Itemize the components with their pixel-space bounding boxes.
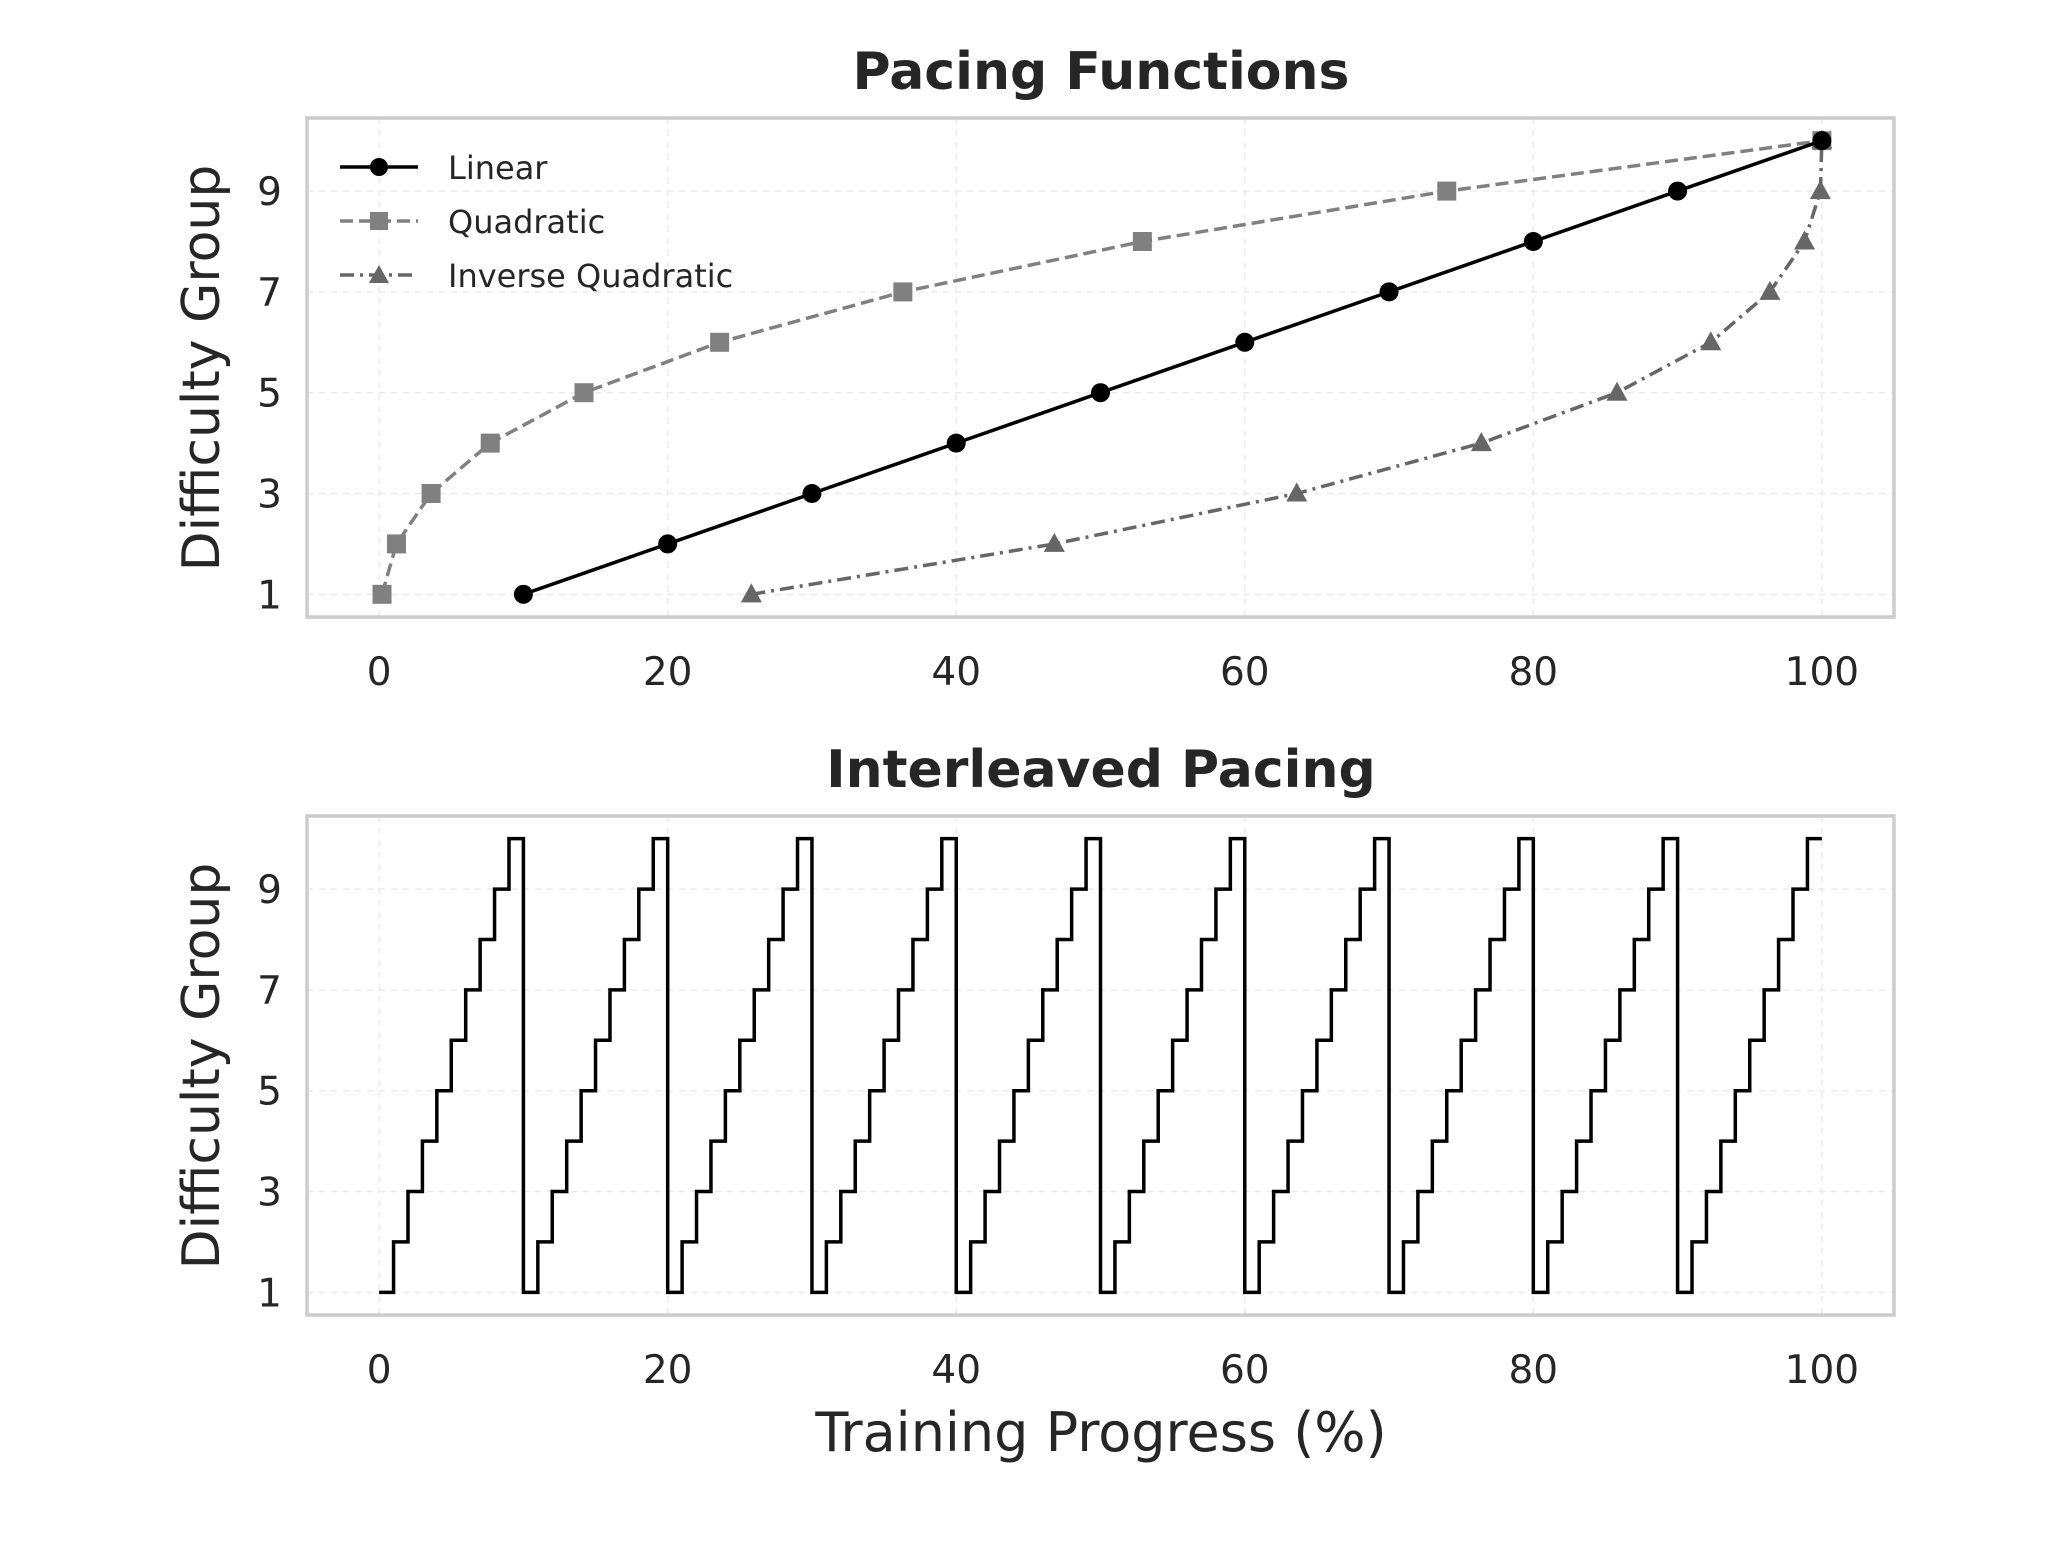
interleaved-pacing-panel: Interleaved Pacing 0 20 40 60 80 100 1 3 5 7 9 Di… xyxy=(172,740,1896,1464)
x-tick-label: 100 xyxy=(1785,650,1859,695)
y-axis-label: Difficulty Group xyxy=(172,165,232,572)
data-point-quadratic xyxy=(1132,231,1152,251)
x-tick-label: 40 xyxy=(931,650,981,695)
legend-marker-quadratic xyxy=(370,212,388,230)
data-point-quadratic xyxy=(710,332,730,352)
legend-label-linear: Linear xyxy=(448,149,548,187)
data-point-inverse-quadratic xyxy=(1700,331,1722,351)
y-axis-label: Difficulty Group xyxy=(172,863,232,1270)
data-point-quadratic xyxy=(480,433,500,453)
data-point-inverse-quadratic xyxy=(1043,532,1065,552)
y-tick-label: 7 xyxy=(257,271,282,316)
data-point-linear xyxy=(1235,332,1255,352)
data-point-linear xyxy=(1091,383,1110,403)
data-point-inverse-quadratic xyxy=(1470,432,1492,452)
series-line-linear xyxy=(522,139,1823,596)
data-point-quadratic xyxy=(574,383,594,403)
plot-frame xyxy=(305,814,1896,1317)
data-point-quadratic xyxy=(421,484,441,504)
x-tick-label: 100 xyxy=(1785,1348,1859,1393)
series-line-inverse-quadratic xyxy=(751,140,1824,597)
y-tick-label: 1 xyxy=(257,1271,282,1316)
plot-frame xyxy=(305,116,1896,619)
legend: Linear Quadratic Inverse Quadratic xyxy=(340,149,733,295)
x-tick-label: 60 xyxy=(1220,1348,1270,1393)
x-tick-label: 60 xyxy=(1220,650,1270,695)
chart-title: Interleaved Pacing xyxy=(826,740,1376,800)
data-point-inverse-quadratic xyxy=(1794,230,1816,250)
data-point-quadratic xyxy=(1437,181,1457,201)
legend-marker-linear xyxy=(370,158,388,176)
pacing-functions-panel: Pacing Functions 0 20 40 60 80 100 1 3 5 7 9 Diff… xyxy=(172,42,1896,695)
chart-title: Pacing Functions xyxy=(853,42,1350,102)
data-point-quadratic xyxy=(893,282,913,302)
data-point-inverse-quadratic xyxy=(1606,381,1628,401)
x-tick-label: 0 xyxy=(367,650,392,695)
data-point-quadratic xyxy=(372,584,392,604)
data-point-linear xyxy=(1668,181,1688,201)
legend-label-inverse-quadratic: Inverse Quadratic xyxy=(448,257,733,295)
data-point-linear xyxy=(1812,131,1832,151)
y-tick-label: 3 xyxy=(257,1171,282,1216)
legend-marker-inverse-quadratic xyxy=(369,265,389,283)
x-tick-label: 0 xyxy=(367,1348,392,1393)
y-tick-label: 9 xyxy=(257,170,282,215)
series-line-interleaved xyxy=(379,836,1822,1295)
x-tick-label: 80 xyxy=(1508,1348,1558,1393)
x-tick-label: 80 xyxy=(1508,650,1558,695)
data-point-linear xyxy=(1379,282,1399,302)
data-point-linear xyxy=(802,484,822,504)
data-point-linear xyxy=(658,534,678,554)
x-tick-label: 20 xyxy=(643,1348,693,1393)
data-point-linear xyxy=(513,584,533,604)
data-point-linear xyxy=(946,433,966,453)
data-point-linear xyxy=(1523,231,1543,251)
series-line-quadratic xyxy=(380,138,1823,595)
y-tick-label: 3 xyxy=(257,473,282,518)
y-tick-label: 9 xyxy=(257,868,282,913)
y-tick-label: 5 xyxy=(257,372,282,417)
data-point-quadratic xyxy=(386,534,406,554)
y-tick-label: 1 xyxy=(257,573,282,618)
data-point-inverse-quadratic xyxy=(1809,180,1831,200)
x-axis-label: Training Progress (%) xyxy=(814,1401,1386,1464)
legend-label-quadratic: Quadratic xyxy=(448,203,605,241)
data-point-inverse-quadratic xyxy=(1286,482,1308,502)
y-tick-label: 5 xyxy=(257,1070,282,1115)
data-point-inverse-quadratic xyxy=(1759,280,1781,300)
y-tick-label: 7 xyxy=(257,969,282,1014)
x-tick-label: 20 xyxy=(643,650,693,695)
x-tick-label: 40 xyxy=(931,1348,981,1393)
data-point-inverse-quadratic xyxy=(740,583,762,603)
